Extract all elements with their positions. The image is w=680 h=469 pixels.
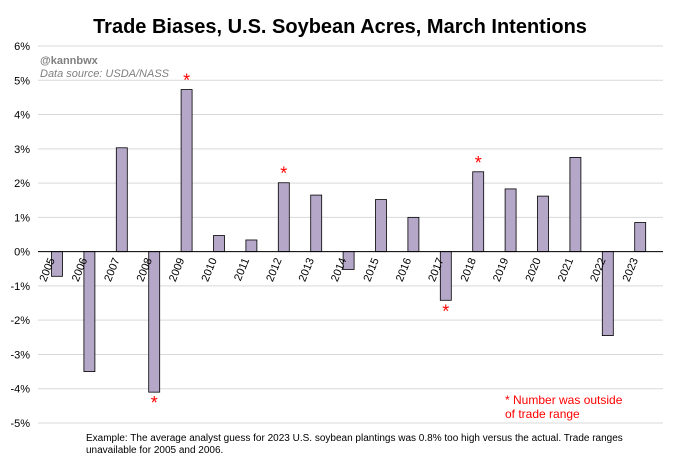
outside-range-star: * [280,164,287,184]
y-tick-label: -1% [10,281,30,293]
y-tick-label: -4% [10,384,30,396]
legend-note-line-2: of trade range [505,407,580,421]
bar-2019 [504,188,517,253]
bar-2012 [277,182,290,253]
x-tick-label: 2020 [523,256,543,283]
x-tick-label: 2012 [264,256,284,283]
outside-range-star: * [183,71,190,91]
bar-2023 [634,222,647,253]
outside-range-star: * [442,301,449,321]
outside-range-markers: * * * * * [151,71,482,414]
watermark-handle: @kannbwx [40,55,98,67]
x-axis: 2005 2006 2007 2008 2009 2010 2011 2012 2013 2014… [37,256,640,283]
y-tick-label: -2% [10,315,30,327]
y-tick-label: 3% [14,144,30,156]
x-tick-label: 2016 [394,256,414,283]
x-tick-label: 2015 [361,256,381,283]
y-tick-label: -3% [10,349,30,361]
x-tick-label: 2013 [297,256,317,283]
x-tick-label: 2009 [167,256,187,283]
y-axis: 6% 5% 4% 3% 2% 1% 0% -1% -2% -3% -4% -5% [10,41,30,430]
x-tick-label: 2010 [199,256,219,283]
outside-range-star: * [475,153,482,173]
x-tick-label: 2021 [556,256,576,283]
y-tick-label: 1% [14,212,30,224]
bar-2011 [245,239,258,253]
outside-range-star: * [151,393,158,413]
bar-2009 [180,89,193,253]
bar-2020 [537,195,549,253]
x-tick-label: 2011 [232,256,252,282]
legend-note: * Number was outside of trade range [505,393,622,421]
bar-2010 [213,235,225,253]
legend-note-line-1: * Number was outside [505,393,623,407]
bar-2008 [148,251,161,393]
bar-2013 [310,194,323,253]
data-source: Data source: USDA/NASS [40,68,169,80]
y-tick-label: 5% [14,75,30,87]
x-tick-label: 2014 [329,256,349,283]
x-tick-label: 2023 [621,256,641,283]
y-tick-label: -5% [10,418,30,430]
bar-2018 [472,171,485,253]
watermark: @kannbwx Data source: USDA/NASS [40,55,169,81]
x-tick-label: 2019 [491,256,511,283]
footnote: Example: The average analyst guess for 2… [86,433,623,456]
x-tick-label: 2018 [459,256,479,283]
bar-2016 [407,216,420,253]
chart-title: Trade Biases, U.S. Soybean Acres, March … [93,16,587,38]
bars [51,89,647,393]
y-tick-label: 2% [14,178,30,190]
y-tick-label: 6% [14,41,30,53]
x-tick-label: 2007 [102,256,122,283]
bar-2015 [375,199,387,253]
y-tick-label: 0% [14,247,30,259]
bar-2007 [115,147,128,253]
bar-2021 [569,156,582,253]
y-tick-label: 4% [14,110,30,122]
gridlines [38,45,663,424]
